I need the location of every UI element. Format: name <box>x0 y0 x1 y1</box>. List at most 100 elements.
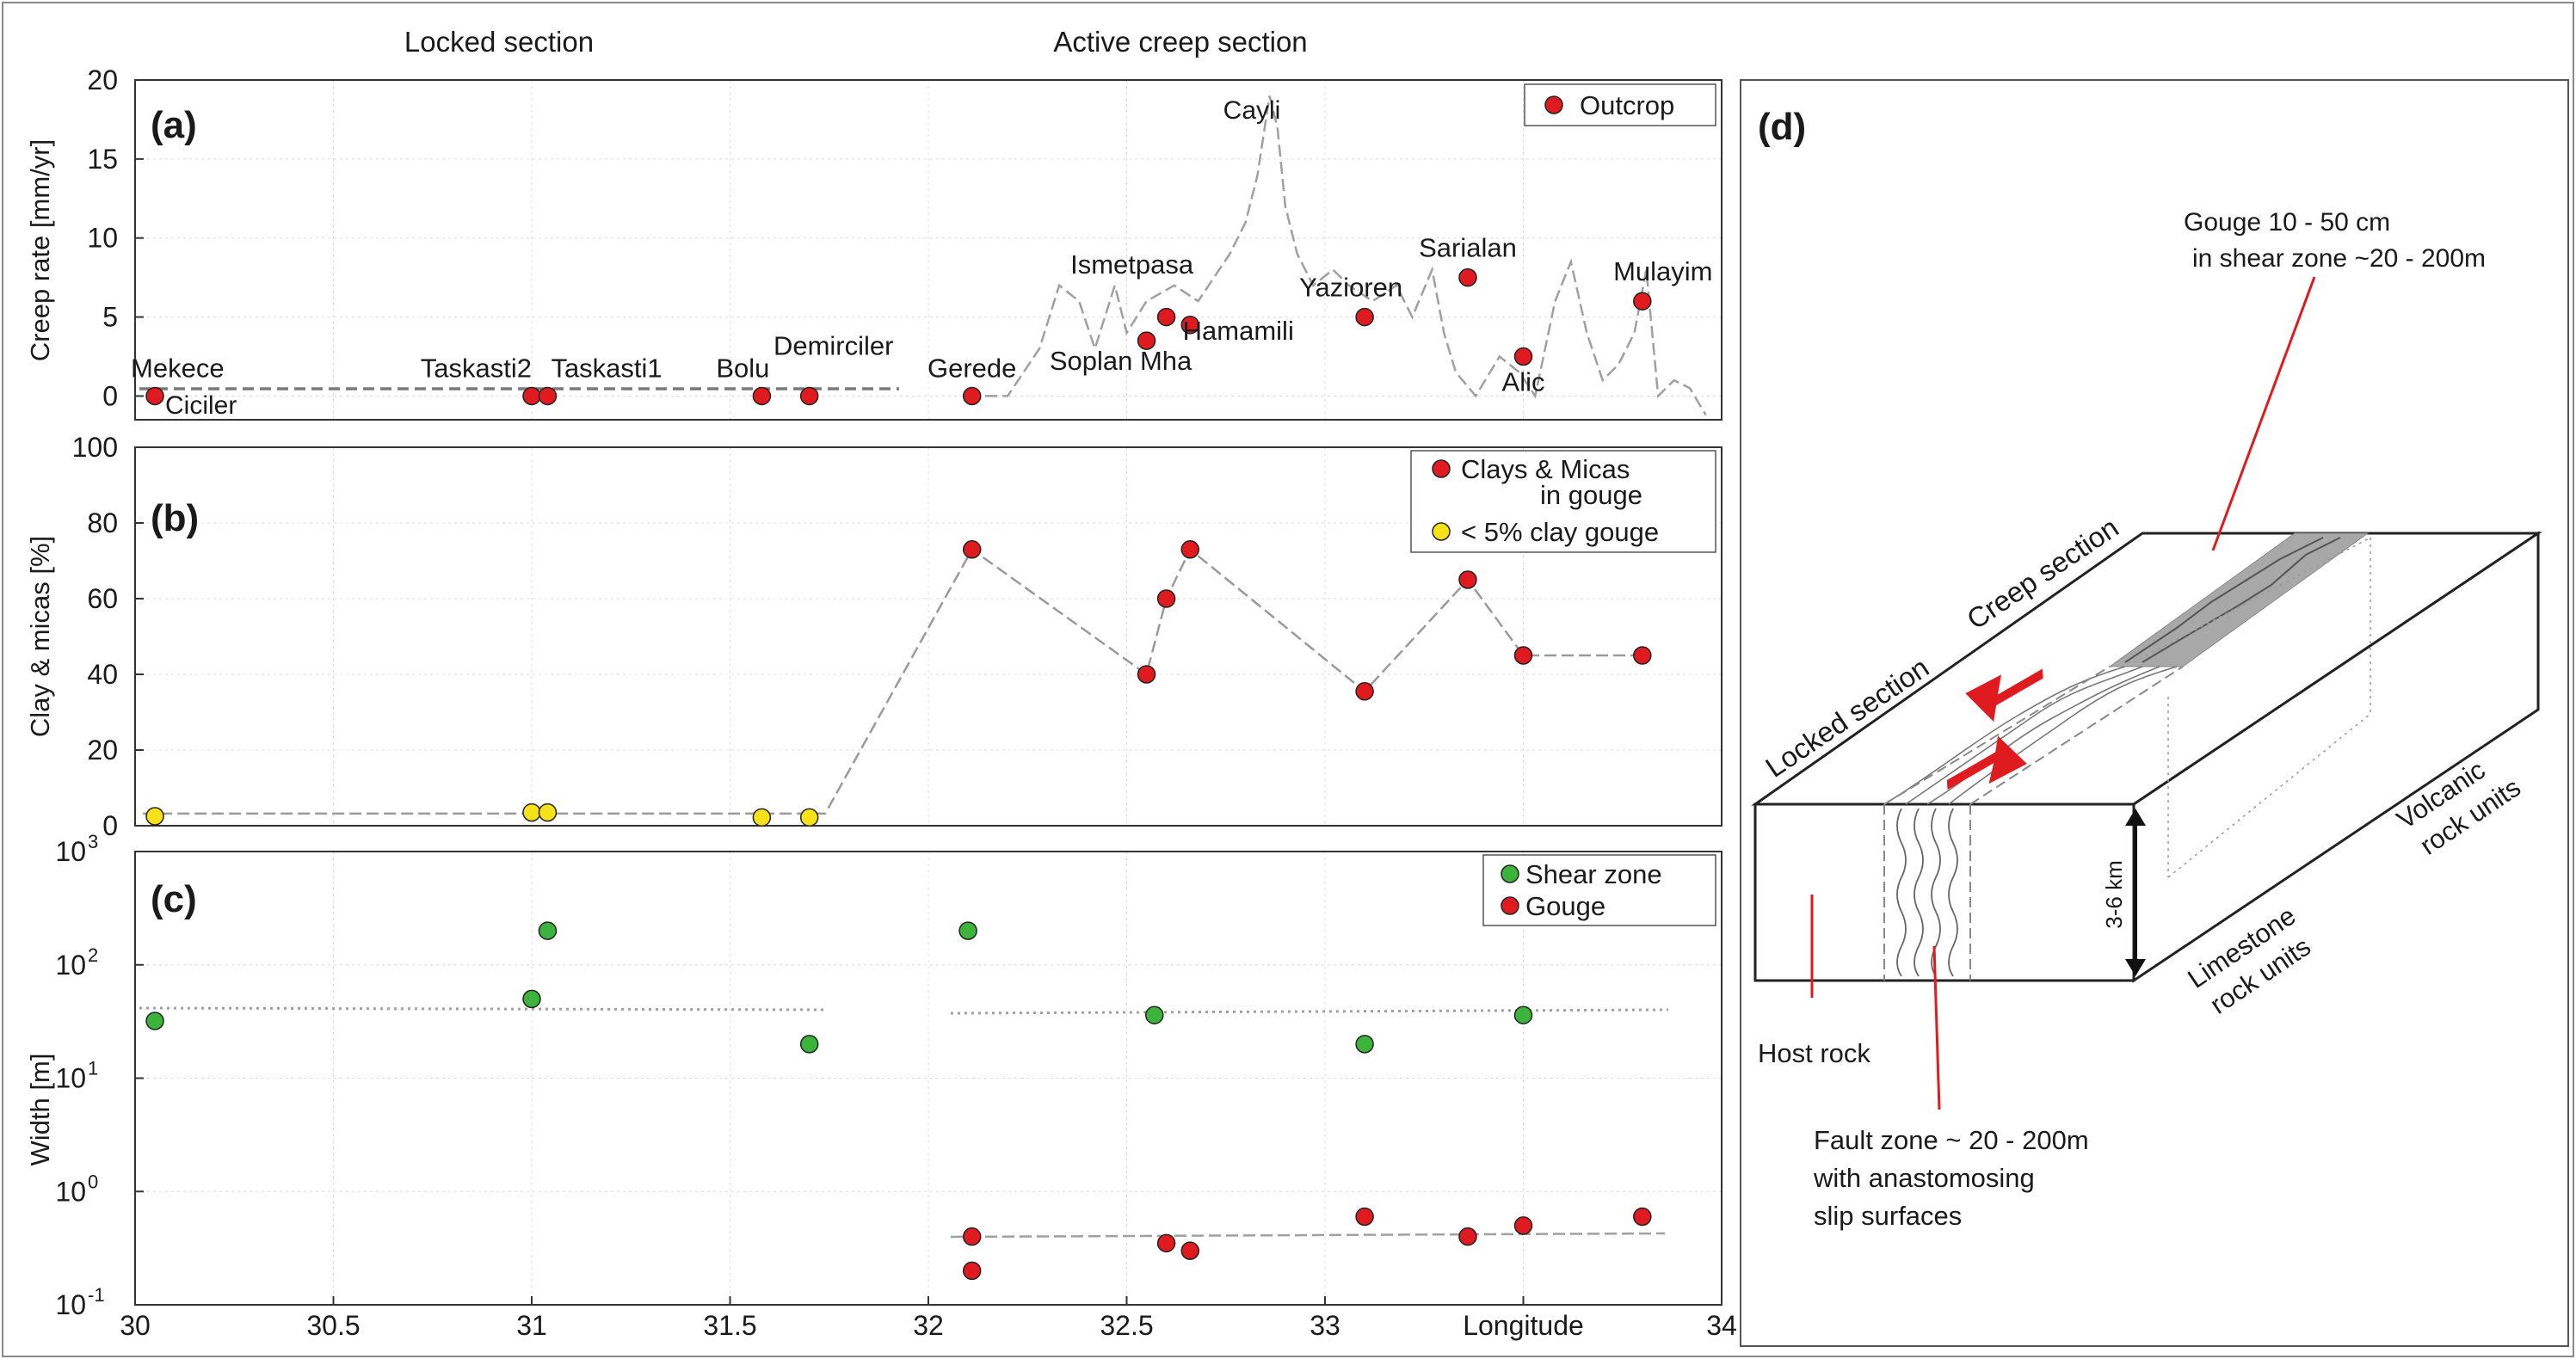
site-label-5: Gerede <box>927 353 1016 383</box>
clay-point-3 <box>1180 540 1200 559</box>
clay-point-7 <box>1633 646 1652 665</box>
panel-a-ylabel: Creep rate [mm/yr] <box>25 139 55 361</box>
site-label-12: Mulayim <box>1613 256 1712 286</box>
shear-zone-point-4 <box>958 921 977 940</box>
panel-b-ylabel: Clay & micas [%] <box>25 536 55 737</box>
shear-zone-point-6 <box>1355 1035 1374 1054</box>
lowclay-point-0 <box>145 807 164 826</box>
shear-zone-point-5 <box>1145 1005 1164 1024</box>
site-label-10: Sarialan <box>1419 233 1517 263</box>
gouge-trend <box>950 1232 1666 1239</box>
panel-a-frame <box>134 79 1722 421</box>
outcrop-point-4 <box>799 386 819 406</box>
legend-lowclay-label: < 5% clay gouge <box>1461 517 1659 547</box>
host-rock-label: Host rock <box>1758 1038 1870 1068</box>
panel-c-xtick-3: 31.5 <box>703 1310 756 1341</box>
panel-c-xtick-2: 31 <box>516 1310 547 1341</box>
legend-lowclay-marker <box>1432 522 1451 541</box>
gouge-point-5 <box>1458 1227 1477 1246</box>
fault-zone-label-3: slip surfaces <box>1814 1201 1962 1231</box>
outcrop-point-9 <box>1355 307 1374 327</box>
panel-a-points <box>145 267 1652 406</box>
site-label-1: Taskasti2 <box>421 353 532 383</box>
legend-outcrop-label: Outcrop <box>1580 90 1674 120</box>
outcrop-point-10 <box>1458 267 1477 287</box>
site-label-4: Demirciler <box>773 330 894 360</box>
site-label-9: Yazioren <box>1299 273 1402 303</box>
site-label-3: Bolu <box>716 353 769 383</box>
legend-clays-marker <box>1432 459 1451 478</box>
gouge-point-2 <box>1156 1233 1176 1253</box>
locked-section-label: Locked section <box>404 26 594 58</box>
panel-b-points <box>145 540 1652 827</box>
panel-c-legend: Shear zone Gouge <box>1482 854 1716 926</box>
gouge-point-6 <box>1513 1216 1533 1235</box>
legend-clays-label: Clays & Micas <box>1461 454 1630 484</box>
panel-c-x-ticks: 30 30.5 31 31.5 32 32.5 33 Longitude 34 <box>120 1296 1737 1341</box>
panel-c-xtick-0: 30 <box>120 1310 151 1341</box>
legend-outcrop-marker <box>1544 95 1563 114</box>
fault-zone-label-2: with anastomosing <box>1813 1163 2035 1193</box>
hidden-edge-3 <box>2167 713 2371 878</box>
active-shear-trend <box>950 1008 1669 1015</box>
creep-slip-line-2 <box>2142 537 2341 663</box>
panel-c-ytick-exp-4: -1 <box>88 1284 105 1306</box>
clay-point-2 <box>1156 589 1176 608</box>
shear-zone-point-0 <box>145 1012 164 1030</box>
panel-b-grid <box>135 446 1722 826</box>
legend-gouge-label: Gouge <box>1525 891 1605 921</box>
panel-c-xtick-1: 30.5 <box>306 1310 360 1341</box>
panel-b-label: (b) <box>151 497 199 539</box>
gouge-point-3 <box>1180 1241 1200 1260</box>
clay-point-1 <box>1137 665 1156 684</box>
site-label-6: Soplan Mha <box>1050 346 1192 376</box>
outcrop-point-0 <box>145 386 164 406</box>
panel-a-label: (a) <box>151 104 197 146</box>
clay-point-6 <box>1513 646 1533 665</box>
gouge-point-0 <box>962 1227 982 1246</box>
legend-clays-label-2: in gouge <box>1540 480 1642 510</box>
panel-c-points <box>145 921 1652 1281</box>
clay-point-5 <box>1458 570 1477 589</box>
panel-c-label: (c) <box>151 878 197 920</box>
legend-shear-marker <box>1501 864 1519 883</box>
panel-c-ytick-exp-1: 2 <box>88 944 98 966</box>
site-label-11: Alic <box>1502 367 1545 397</box>
outcrop-point-12 <box>1633 292 1652 311</box>
depth-arrow-bottom-head <box>2125 959 2146 976</box>
legend-shear-label: Shear zone <box>1525 859 1662 889</box>
shear-zone-point-2 <box>538 921 558 940</box>
outcrop-point-6 <box>1137 331 1156 350</box>
depth-arrow-top-head <box>2125 809 2146 826</box>
panel-c-ytick-exp-0: 3 <box>88 831 98 852</box>
lowclay-point-2 <box>538 802 558 822</box>
fault-zone-label-1: Fault zone ~ 20 - 200m <box>1814 1125 2089 1155</box>
outcrop-point-2 <box>538 386 558 406</box>
panel-c-ytick-2: 10 <box>55 1063 86 1094</box>
panel-a-ytick-4: 0 <box>102 380 118 411</box>
site-label-8: Hamamili <box>1183 316 1294 346</box>
creep-rate-profile-line <box>968 95 1707 416</box>
panel-c-xtick-8: 34 <box>1706 1310 1737 1341</box>
clay-point-4 <box>1355 682 1374 701</box>
panel-c-ytick-exp-2: 1 <box>88 1058 98 1079</box>
lower-slip-arrow <box>1946 735 2027 790</box>
panel-b-ytick-4: 20 <box>87 735 118 766</box>
outcrop-point-11 <box>1513 347 1533 366</box>
cayli-label: Cayli <box>1223 96 1281 125</box>
site-label-7: Ismetpasa <box>1070 249 1194 280</box>
gouge-point-4 <box>1355 1207 1374 1227</box>
outcrop-point-8 <box>1180 316 1200 335</box>
gouge-note-line-2: in shear zone ~20 - 200m <box>2192 244 2486 273</box>
panel-a-grid <box>135 79 1722 420</box>
fault-zone-top-edge-1 <box>1883 666 2111 805</box>
panel-c-xtick-4: 32 <box>913 1310 944 1341</box>
legend-gouge-marker <box>1501 896 1519 915</box>
panel-c-xtick-6: 33 <box>1310 1310 1340 1341</box>
clay-point-0 <box>962 540 982 559</box>
panel-a-legend-box <box>1524 83 1716 126</box>
